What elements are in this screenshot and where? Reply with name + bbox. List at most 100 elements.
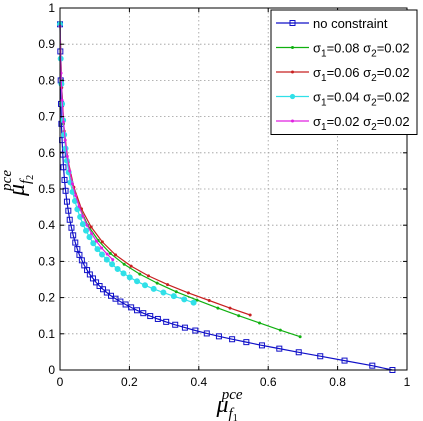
legend-sigma1: σ: [313, 41, 321, 56]
legend-val1: =0.04: [327, 90, 364, 105]
y-axis-title-sub: f: [18, 178, 34, 184]
data-point: [295, 349, 302, 356]
legend-sigma2: σ: [363, 90, 371, 105]
data-point: [70, 182, 74, 186]
data-point: [122, 301, 129, 308]
data-point: [147, 313, 154, 320]
legend-sub2: 2: [371, 49, 377, 60]
data-point: [174, 290, 178, 294]
data-point: [120, 270, 127, 277]
y-tick-label: 0.4: [38, 218, 55, 232]
data-point: [81, 214, 85, 218]
data-point: [207, 298, 211, 302]
data-point: [278, 328, 282, 332]
legend-sigma2: σ: [363, 114, 371, 129]
data-point: [90, 232, 94, 236]
legend-sub1: 1: [321, 73, 327, 84]
data-point: [103, 256, 110, 263]
data-point: [111, 258, 115, 262]
data-point: [228, 306, 232, 310]
data-point: [369, 362, 376, 369]
data-point: [138, 272, 142, 276]
y-tick-label: 0.5: [38, 182, 55, 196]
data-point: [79, 221, 86, 228]
legend-label: σ1=0.04 σ2=0.02: [313, 90, 410, 109]
y-axis-title: μf2 pce: [0, 170, 36, 197]
data-point: [74, 246, 81, 253]
data-point: [258, 342, 265, 349]
data-point: [89, 225, 93, 229]
y-tick-label: 0.6: [38, 146, 55, 160]
legend-val1: =0.06: [327, 65, 364, 80]
data-point: [109, 261, 116, 268]
legend-swatch-marker: [289, 20, 296, 26]
data-point: [190, 299, 197, 306]
data-point: [93, 279, 100, 286]
data-point: [74, 194, 78, 198]
legend-sub1: 1: [321, 98, 327, 109]
legend-val2: =0.02: [377, 65, 410, 80]
data-point: [90, 240, 97, 247]
x-axis-title-sup: pce: [221, 387, 243, 403]
legend-item-sigma-0.06: σ1=0.06 σ2=0.02: [276, 65, 410, 84]
legend-label: σ1=0.06 σ2=0.02: [313, 65, 410, 84]
data-point: [142, 282, 149, 289]
x-tick-label: 1: [404, 375, 411, 389]
data-point: [63, 138, 67, 142]
data-point: [114, 266, 121, 273]
data-point: [163, 318, 170, 325]
data-point: [192, 327, 199, 334]
data-point: [155, 281, 159, 285]
data-point: [122, 262, 126, 266]
series-1-0.02-2-0.02: [58, 24, 115, 262]
data-point: [60, 98, 64, 102]
legend-swatch-marker: [291, 46, 294, 49]
data-point: [105, 252, 109, 256]
data-point: [243, 339, 250, 346]
data-point: [83, 227, 90, 234]
legend-swatch-marker: [289, 93, 296, 100]
data-point: [140, 310, 147, 317]
y-tick-label: 0.7: [38, 110, 55, 124]
data-point: [186, 291, 190, 295]
data-point: [100, 246, 104, 250]
legend-val2: =0.02: [377, 90, 410, 105]
data-point: [68, 224, 75, 231]
legend-val1: =0.08: [327, 41, 364, 56]
data-point: [126, 274, 133, 281]
data-point: [237, 314, 241, 318]
legend-label: σ1=0.08 σ2=0.02: [313, 41, 410, 60]
x-tick-label: 0.2: [121, 375, 138, 389]
data-point: [63, 198, 70, 205]
series-line: [59, 24, 393, 371]
y-tick-label: 0.2: [38, 291, 55, 305]
data-point: [298, 335, 302, 339]
data-point: [317, 353, 324, 360]
legend-val2: =0.02: [377, 41, 410, 56]
data-point: [134, 307, 141, 314]
legend-sub2: 2: [371, 73, 377, 84]
legend-val1: =0.02: [327, 114, 364, 129]
y-axis-title-sup: pce: [0, 170, 15, 192]
data-point: [229, 336, 236, 343]
data-point: [98, 251, 105, 258]
data-point: [77, 204, 81, 208]
legend-item-no-constraint: no constraint: [276, 16, 388, 31]
data-point: [100, 286, 107, 293]
data-point: [70, 232, 77, 239]
legend-sub1: 1: [321, 122, 327, 133]
legend-sub2: 2: [371, 98, 377, 109]
y-tick-label: 1: [48, 1, 55, 15]
legend-sigma2: σ: [363, 41, 371, 56]
legend-label: no constraint: [313, 16, 388, 31]
data-point: [128, 304, 135, 311]
y-tick-label: 0.9: [38, 37, 55, 51]
x-tick-label: 0: [57, 375, 64, 389]
data-point: [172, 321, 179, 328]
x-tick-label: 0.8: [329, 375, 346, 389]
data-point: [89, 275, 96, 282]
data-point: [181, 324, 188, 331]
data-point: [65, 154, 69, 158]
data-point: [94, 239, 98, 243]
